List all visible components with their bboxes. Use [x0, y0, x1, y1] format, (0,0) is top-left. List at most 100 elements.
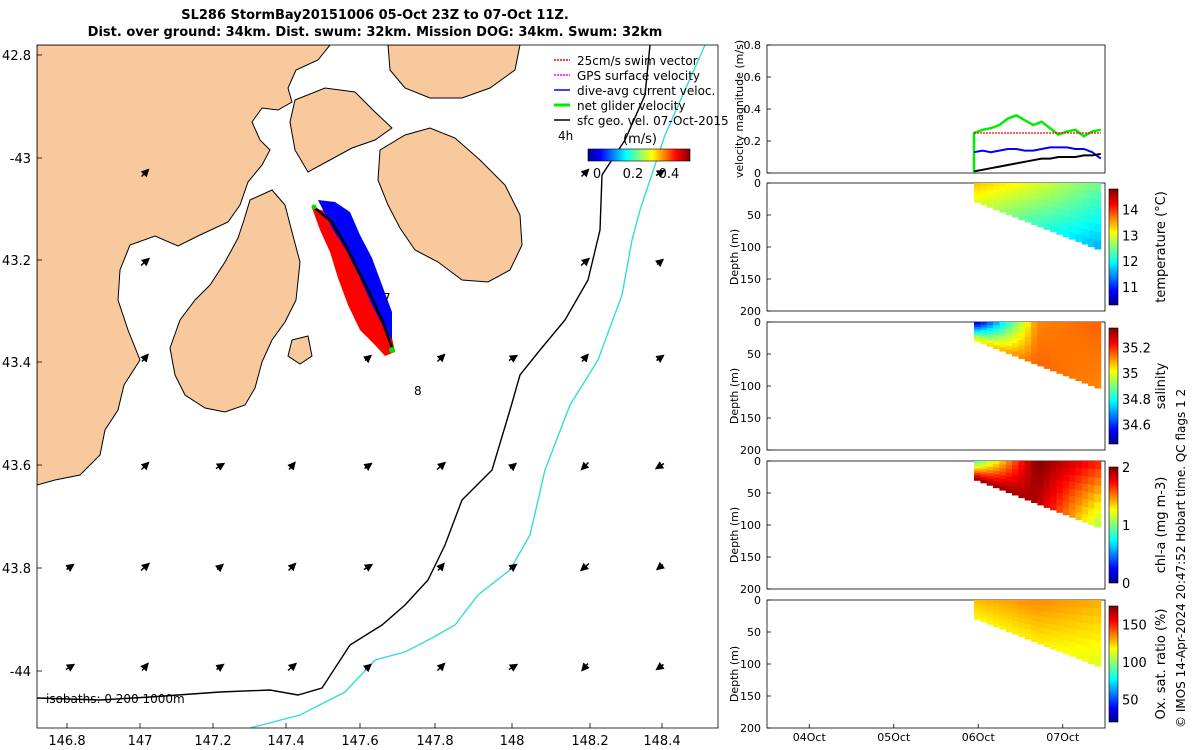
section-data-cells [974, 322, 1102, 389]
section-cell [1012, 469, 1019, 475]
section-cell [1031, 631, 1038, 637]
section-cell [1012, 629, 1019, 635]
section-cell [1031, 198, 1038, 205]
section-cell [1056, 341, 1064, 349]
section-cell [1043, 211, 1051, 219]
section-cell [1056, 499, 1064, 507]
section-cell [1050, 503, 1057, 511]
isobath-200m [37, 45, 651, 701]
section-cell [999, 336, 1007, 341]
velocity-series-line [972, 114, 1102, 173]
legend-entry: sfc geo. vel. 07-Oct-2015 [577, 114, 729, 128]
section-cell [1094, 469, 1102, 478]
section-cell [1069, 503, 1076, 511]
section-cell [999, 625, 1007, 630]
section-cell [1094, 600, 1102, 609]
velocity-y-tick: 0.2 [744, 135, 762, 148]
section-cell [1081, 607, 1089, 616]
section-cell [1043, 356, 1051, 364]
section-cell [1056, 625, 1064, 633]
section-cell [980, 202, 988, 206]
section-cell [980, 193, 988, 198]
section-ylabel: Depth (m) [728, 368, 741, 424]
section-cell [1050, 225, 1057, 233]
section-cell [1037, 210, 1045, 217]
section-cell [1037, 338, 1045, 345]
section-cell [974, 616, 981, 620]
section-cell [993, 202, 1000, 207]
section-cell [1018, 192, 1026, 198]
section-cell [993, 335, 1000, 340]
section-cell [1043, 611, 1051, 618]
section-cell [999, 486, 1007, 491]
temperature-section: 0 50 100 150 200 Depth (m) 11 12 13 14 temperature… [728, 177, 1169, 318]
map-x-tick-label: 147 [128, 734, 153, 749]
geostrophic-vector [214, 563, 225, 573]
section-cell [1081, 514, 1089, 523]
section-cell [986, 621, 994, 625]
section-cell [1043, 217, 1051, 225]
section-cell [1056, 619, 1064, 627]
section-cell [974, 461, 981, 464]
section-cell [1012, 339, 1019, 344]
section-cell [999, 610, 1007, 616]
section-cell [974, 199, 981, 203]
section-cell [1018, 331, 1026, 337]
section-cell [980, 616, 988, 620]
section-cell [1018, 353, 1026, 360]
section-cell [1050, 491, 1057, 499]
section-cell [1024, 634, 1032, 640]
section-cell [999, 208, 1007, 213]
geostrophic-vector [363, 563, 374, 572]
section-cell [986, 189, 994, 193]
section-cell [1005, 464, 1013, 470]
section-cell [999, 204, 1007, 209]
section-cell [1050, 467, 1057, 474]
section-y-tick: 100 [740, 241, 761, 254]
section-cell [999, 464, 1007, 469]
section-cell [1088, 631, 1095, 641]
section-cell [1069, 621, 1076, 629]
section-cell [1031, 219, 1038, 225]
section-cell [1062, 474, 1070, 482]
section-cell [1069, 510, 1076, 518]
section-cell [1005, 623, 1013, 629]
legend-4h-label: 4h [558, 129, 573, 143]
section-cell [1088, 353, 1095, 363]
map-x-tick-label: 148 [500, 734, 525, 749]
section-cell [1043, 345, 1051, 352]
section-cell [1050, 473, 1057, 480]
section-cell [1024, 604, 1032, 611]
section-cell [1094, 240, 1102, 250]
section-ylabel: Depth (m) [728, 646, 741, 702]
section-cell [1018, 609, 1026, 615]
section-cell [1050, 358, 1057, 366]
section-cell [1050, 497, 1057, 505]
section-cell [974, 190, 981, 194]
section-cell [1005, 322, 1013, 327]
section-cell [1094, 485, 1102, 495]
section-cell [1062, 209, 1070, 218]
section-colorbar [1108, 466, 1119, 584]
section-cell [1050, 219, 1057, 227]
section-cell [1031, 208, 1038, 215]
section-colorbar-label: temperature (°C) [1154, 191, 1169, 303]
section-cell [999, 600, 1007, 605]
section-cell [1075, 614, 1083, 623]
section-cell [1018, 613, 1026, 619]
section-cell [980, 332, 988, 337]
map-y-tick-label: 42.8 [2, 49, 31, 64]
section-cell [986, 340, 994, 344]
section-cell [980, 477, 988, 481]
geostrophic-vector [363, 462, 373, 471]
section-data-cells [974, 183, 1102, 250]
section-ylabel: Depth (m) [728, 507, 741, 563]
section-cell [1024, 614, 1032, 621]
section-cell [1005, 480, 1013, 486]
section-cell [1024, 197, 1032, 204]
legend-entry: GPS surface velocity [577, 69, 700, 83]
section-cell [993, 345, 1000, 350]
section-cell [1018, 461, 1026, 467]
section-cell [1037, 638, 1045, 645]
section-cell [1062, 229, 1070, 238]
